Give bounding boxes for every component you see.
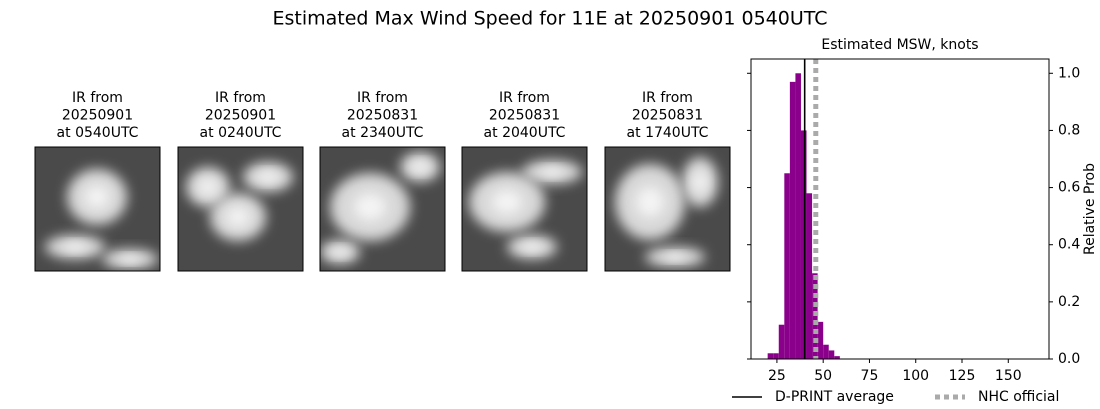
bar xyxy=(789,81,796,359)
cloud-core xyxy=(522,242,542,252)
panel-title: IR from xyxy=(72,90,123,106)
ir-frame xyxy=(604,146,731,272)
x-tick-label: 125 xyxy=(949,368,976,384)
figure-title: Estimated Max Wind Speed for 11E at 2025… xyxy=(272,8,827,30)
panel-title: at 2040UTC xyxy=(484,125,566,141)
legend-label: D-PRINT average xyxy=(775,389,894,405)
panel-title: at 0540UTC xyxy=(57,125,139,141)
cloud-core xyxy=(258,171,278,183)
cloud-core xyxy=(118,255,142,263)
bar xyxy=(784,173,790,359)
x-tick-label: 75 xyxy=(861,368,879,384)
cloud-core xyxy=(354,193,386,221)
y-tick-label: 0.8 xyxy=(1058,122,1080,138)
cloud-core xyxy=(692,172,708,192)
bar xyxy=(795,73,801,360)
panel-title: 20250831 xyxy=(489,108,560,124)
x-tick-label: 100 xyxy=(902,368,929,384)
ir-texture xyxy=(320,147,445,271)
panel-title: 20250831 xyxy=(347,108,418,124)
cloud-core xyxy=(540,167,564,177)
bar xyxy=(823,344,829,359)
cloud-core xyxy=(491,190,523,214)
panel-title: at 0240UTC xyxy=(200,125,282,141)
bar xyxy=(828,350,835,359)
legend-label: NHC official xyxy=(978,389,1059,405)
y-tick-label: 1.0 xyxy=(1058,65,1080,81)
ir-texture xyxy=(178,147,303,271)
ir-image xyxy=(461,146,588,272)
x-tick-label: 150 xyxy=(995,368,1022,384)
bar xyxy=(806,193,813,359)
cloud-core xyxy=(85,185,109,209)
bar xyxy=(778,324,785,359)
cloud-core xyxy=(63,242,87,252)
y-tick-label: 0.4 xyxy=(1058,237,1080,253)
ir-frame xyxy=(34,146,161,272)
bar xyxy=(767,353,774,359)
y-tick-label: 0.6 xyxy=(1058,180,1080,196)
ir-frame xyxy=(461,146,588,272)
cloud-core xyxy=(226,207,250,227)
cloud-core xyxy=(332,247,348,257)
cloud-core xyxy=(663,253,687,261)
panel-title: 20250901 xyxy=(62,108,133,124)
ir-image xyxy=(604,146,731,272)
panel-title: IR from xyxy=(499,90,550,106)
ir-texture xyxy=(605,147,730,271)
axes-frame xyxy=(750,58,1050,360)
cloud-core xyxy=(636,186,664,218)
panel-title: at 1740UTC xyxy=(627,125,709,141)
y-tick-label: 0.0 xyxy=(1058,351,1080,367)
ir-texture xyxy=(35,147,160,271)
bar xyxy=(817,321,824,359)
panel-title: IR from xyxy=(357,90,408,106)
cloud-core xyxy=(199,179,217,195)
ir-image xyxy=(177,146,304,272)
panel-title: at 2340UTC xyxy=(342,125,424,141)
ir-frame xyxy=(319,146,446,272)
ir-image xyxy=(34,146,161,272)
y-tick-label: 0.2 xyxy=(1058,294,1080,310)
bar xyxy=(812,273,818,359)
bar xyxy=(773,353,779,359)
y-axis-label: Relative Prob xyxy=(1082,163,1098,255)
cloud-core xyxy=(412,161,428,173)
panel-title: 20250901 xyxy=(205,108,276,124)
bar xyxy=(800,130,807,359)
chart-title: Estimated MSW, knots xyxy=(821,37,978,53)
panel-title: IR from xyxy=(642,90,693,106)
x-tick-label: 25 xyxy=(768,368,786,384)
ir-image xyxy=(319,146,446,272)
panel-title: IR from xyxy=(215,90,266,106)
ir-frame xyxy=(177,146,304,272)
ir-texture xyxy=(462,147,587,271)
panel-title: 20250831 xyxy=(632,108,703,124)
bar xyxy=(834,356,840,359)
x-tick-label: 50 xyxy=(814,368,832,384)
